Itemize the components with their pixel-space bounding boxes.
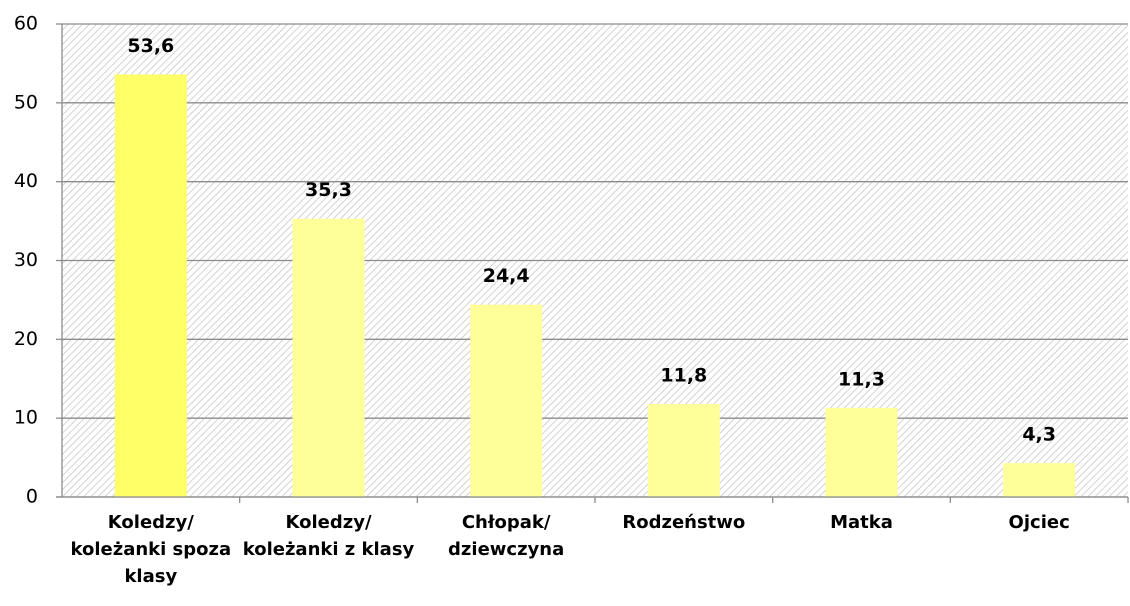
bar bbox=[470, 304, 543, 497]
value-label: 53,6 bbox=[127, 35, 174, 57]
x-tick-label: Rodzeństwo bbox=[622, 512, 746, 533]
bar bbox=[114, 74, 187, 497]
y-tick-label: 50 bbox=[14, 91, 38, 113]
y-tick-label: 20 bbox=[14, 328, 38, 350]
value-label: 11,8 bbox=[660, 364, 707, 386]
value-label: 11,3 bbox=[838, 368, 885, 390]
y-tick-label: 10 bbox=[14, 407, 38, 429]
value-label: 4,3 bbox=[1022, 424, 1056, 446]
y-tick-label: 30 bbox=[14, 249, 38, 271]
value-label: 24,4 bbox=[483, 265, 530, 287]
x-tick-label: Chłopak/ dziewczyna bbox=[448, 512, 565, 560]
y-tick-label: 40 bbox=[14, 170, 38, 192]
bar bbox=[825, 407, 898, 497]
value-label: 35,3 bbox=[305, 179, 352, 201]
x-tick-label: Matka bbox=[830, 512, 893, 533]
bar bbox=[292, 218, 365, 498]
bar bbox=[1003, 463, 1076, 497]
x-tick-label: Koledzy/ koleżanki spoza klasy bbox=[70, 512, 232, 587]
x-tick-label: Ojciec bbox=[1008, 512, 1070, 533]
y-tick-label: 60 bbox=[14, 13, 38, 35]
y-tick-label: 0 bbox=[26, 486, 38, 508]
bar bbox=[647, 403, 720, 497]
x-tick-label: Koledzy/ koleżanki z klasy bbox=[242, 512, 415, 560]
